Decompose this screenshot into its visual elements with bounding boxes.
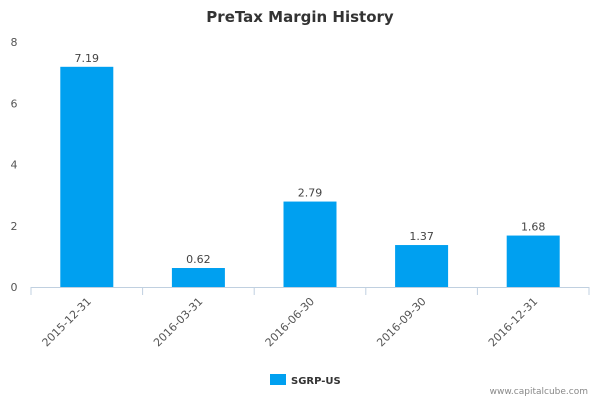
y-tick-label: 6: [11, 97, 18, 110]
legend: SGRP-US: [270, 374, 341, 387]
x-tick-label: 2016-12-31: [486, 295, 540, 349]
y-axis: 0 2 4 6 8: [11, 36, 18, 294]
y-tick-label: 4: [11, 159, 18, 172]
watermark: www.capitalcube.com: [490, 387, 588, 397]
bar-data-label: 1.68: [521, 221, 546, 234]
y-tick-label: 0: [11, 281, 18, 294]
x-axis: 2015-12-31 2016-03-31 2016-06-30 2016-09-30…: [30, 287, 590, 349]
x-tick-label: 2016-03-31: [151, 295, 205, 349]
x-tick-label: 2016-06-30: [263, 295, 317, 349]
bar[interactable]: [506, 235, 560, 287]
y-tick-label: 2: [11, 220, 18, 233]
bar-data-label: 2.79: [298, 187, 323, 200]
bar-data-label: 1.37: [409, 230, 434, 243]
y-tick-label: 8: [11, 36, 18, 49]
legend-swatch: [270, 374, 286, 385]
bar-data-label: 7.19: [75, 52, 100, 65]
bar[interactable]: [171, 268, 225, 287]
bar[interactable]: [395, 245, 449, 287]
bar[interactable]: [60, 66, 114, 288]
bar[interactable]: [283, 201, 337, 287]
data-labels-group: 7.19 0.62 2.79 1.37 1.68: [75, 52, 546, 266]
x-tick-label: 2015-12-31: [40, 295, 94, 349]
bars-group: [60, 66, 560, 288]
x-tick-label: 2016-09-30: [374, 295, 428, 349]
bar-data-label: 0.62: [186, 253, 211, 266]
chart-title: PreTax Margin History: [206, 8, 394, 26]
legend-label: SGRP-US: [291, 376, 341, 387]
